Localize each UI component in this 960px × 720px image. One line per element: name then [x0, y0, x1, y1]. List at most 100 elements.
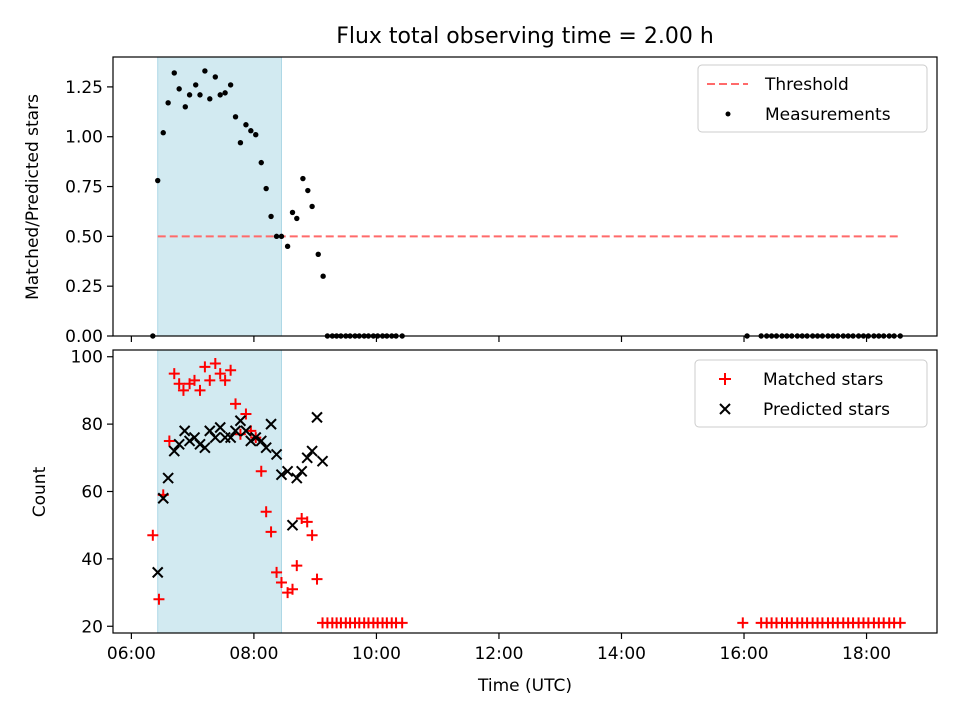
bottom-y-axis-label: Count — [30, 466, 50, 517]
x-axis-label: Time (UTC) — [477, 676, 572, 696]
legend-predicted-swatch — [719, 403, 731, 415]
matched-star-point — [240, 408, 252, 420]
bottom-panel: 20 40 60 80 100 06:00 08:00 10:00 12:00 14:00 16:… — [30, 348, 938, 696]
y-tick-label: 80 — [81, 415, 103, 435]
matched-star-point — [147, 529, 159, 541]
matched-stars-layer — [147, 357, 906, 629]
measurement-point — [273, 233, 280, 240]
y-tick-label: 20 — [81, 617, 103, 637]
matched-star-point — [260, 506, 272, 518]
y-tick-label: 0.75 — [65, 178, 103, 198]
x-tick-label: 18:00 — [842, 644, 891, 664]
measurement-point — [300, 175, 306, 182]
measurement-point — [227, 82, 234, 88]
measurement-point — [253, 132, 259, 138]
x-tick-label: 08:00 — [229, 644, 278, 664]
top-y-axis: 0.00 0.25 0.50 0.75 1.00 1.25 — [65, 78, 113, 347]
matched-star-point — [168, 368, 180, 380]
predicted-stars-layer — [152, 411, 329, 579]
measurement-point — [212, 74, 219, 80]
matched-star-point — [271, 566, 283, 578]
x-tick-label: 10:00 — [352, 644, 401, 664]
measurement-point — [176, 86, 182, 92]
predicted-star-point — [194, 438, 206, 451]
matched-star-point — [255, 465, 267, 477]
measurement-point — [258, 159, 264, 166]
legend-predicted-label: Predicted stars — [763, 400, 890, 420]
predicted-star-point — [306, 445, 318, 457]
x-tick-label: 12:00 — [474, 644, 523, 664]
matched-star-point — [265, 526, 277, 538]
legend-measurements-swatch — [725, 111, 731, 117]
predicted-star-point — [281, 465, 294, 477]
measurement-point — [315, 251, 321, 257]
bottom-x-axis: 06:00 08:00 10:00 12:00 14:00 16:00 18:00 — [107, 633, 891, 664]
bottom-highlight-span — [157, 349, 282, 634]
y-tick-label: 0.25 — [65, 277, 103, 297]
bottom-legend: Matched stars Predicted stars — [694, 359, 928, 428]
measurement-point — [165, 100, 171, 106]
y-tick-label: 60 — [81, 483, 103, 503]
matched-star-point — [194, 384, 206, 396]
measurement-point — [237, 139, 244, 146]
measurement-point — [263, 185, 269, 192]
predicted-star-point — [229, 425, 242, 437]
measurement-point — [243, 122, 249, 128]
predicted-star-point — [214, 421, 226, 434]
matched-star-point — [188, 374, 200, 386]
bottom-legend-box — [694, 359, 928, 428]
matched-star-point — [219, 374, 231, 386]
measurement-point — [155, 177, 161, 184]
legend-threshold-label: Threshold — [764, 75, 849, 95]
predicted-star-point — [265, 418, 277, 430]
predicted-star-point — [168, 445, 180, 457]
matched-star-point — [275, 576, 287, 588]
measurement-point — [268, 213, 274, 220]
legend-matched-label: Matched stars — [763, 370, 883, 390]
x-tick-label: 14:00 — [597, 644, 646, 664]
measurement-point — [289, 209, 296, 216]
measurement-point — [197, 92, 203, 98]
matched-star-point — [396, 617, 408, 629]
y-tick-label: 40 — [81, 550, 103, 570]
predicted-star-point — [162, 472, 174, 484]
measurement-point — [305, 187, 311, 194]
matched-star-point — [204, 374, 216, 386]
measurement-point — [182, 104, 188, 110]
y-tick-label: 100 — [71, 348, 103, 368]
measurement-point — [278, 233, 285, 240]
matched-star-point — [311, 573, 323, 585]
matched-star-point — [163, 435, 175, 447]
predicted-star-point — [157, 492, 169, 504]
matched-star-point — [199, 361, 211, 373]
y-tick-label: 0.50 — [65, 227, 103, 247]
predicted-star-point — [234, 415, 247, 427]
matched-star-point — [296, 512, 308, 524]
bottom-y-axis: 20 40 60 80 100 — [71, 348, 113, 637]
top-y-axis-label: Matched/Predicted stars — [23, 94, 43, 300]
predicted-star-point — [209, 431, 222, 444]
predicted-star-point — [316, 455, 329, 467]
measurement-point — [160, 130, 166, 136]
matched-star-point — [177, 384, 189, 396]
top-legend: Threshold Measurements — [697, 64, 928, 133]
matched-star-point — [230, 398, 242, 410]
predicted-star-point — [183, 435, 196, 447]
top-legend-box — [697, 64, 928, 133]
y-tick-label: 0.00 — [65, 327, 103, 347]
measurement-point — [320, 273, 326, 279]
top-plot-frame — [112, 56, 938, 337]
matched-star-point — [894, 617, 906, 629]
top-panel: 0.00 0.25 0.50 0.75 1.00 1.25 Matched/Predict… — [23, 56, 938, 347]
predicted-star-point — [199, 441, 211, 454]
measurement-point — [193, 82, 199, 88]
top-highlight-span — [157, 56, 282, 337]
measurement-point — [222, 90, 228, 96]
predicted-star-point — [152, 566, 164, 579]
chart-title: Flux total observing time = 2.00 h — [336, 24, 714, 49]
measurement-point — [186, 92, 193, 98]
predicted-star-point — [240, 425, 252, 437]
predicted-star-point — [173, 438, 185, 451]
measurement-point — [232, 114, 239, 120]
measurement-point — [171, 70, 177, 76]
